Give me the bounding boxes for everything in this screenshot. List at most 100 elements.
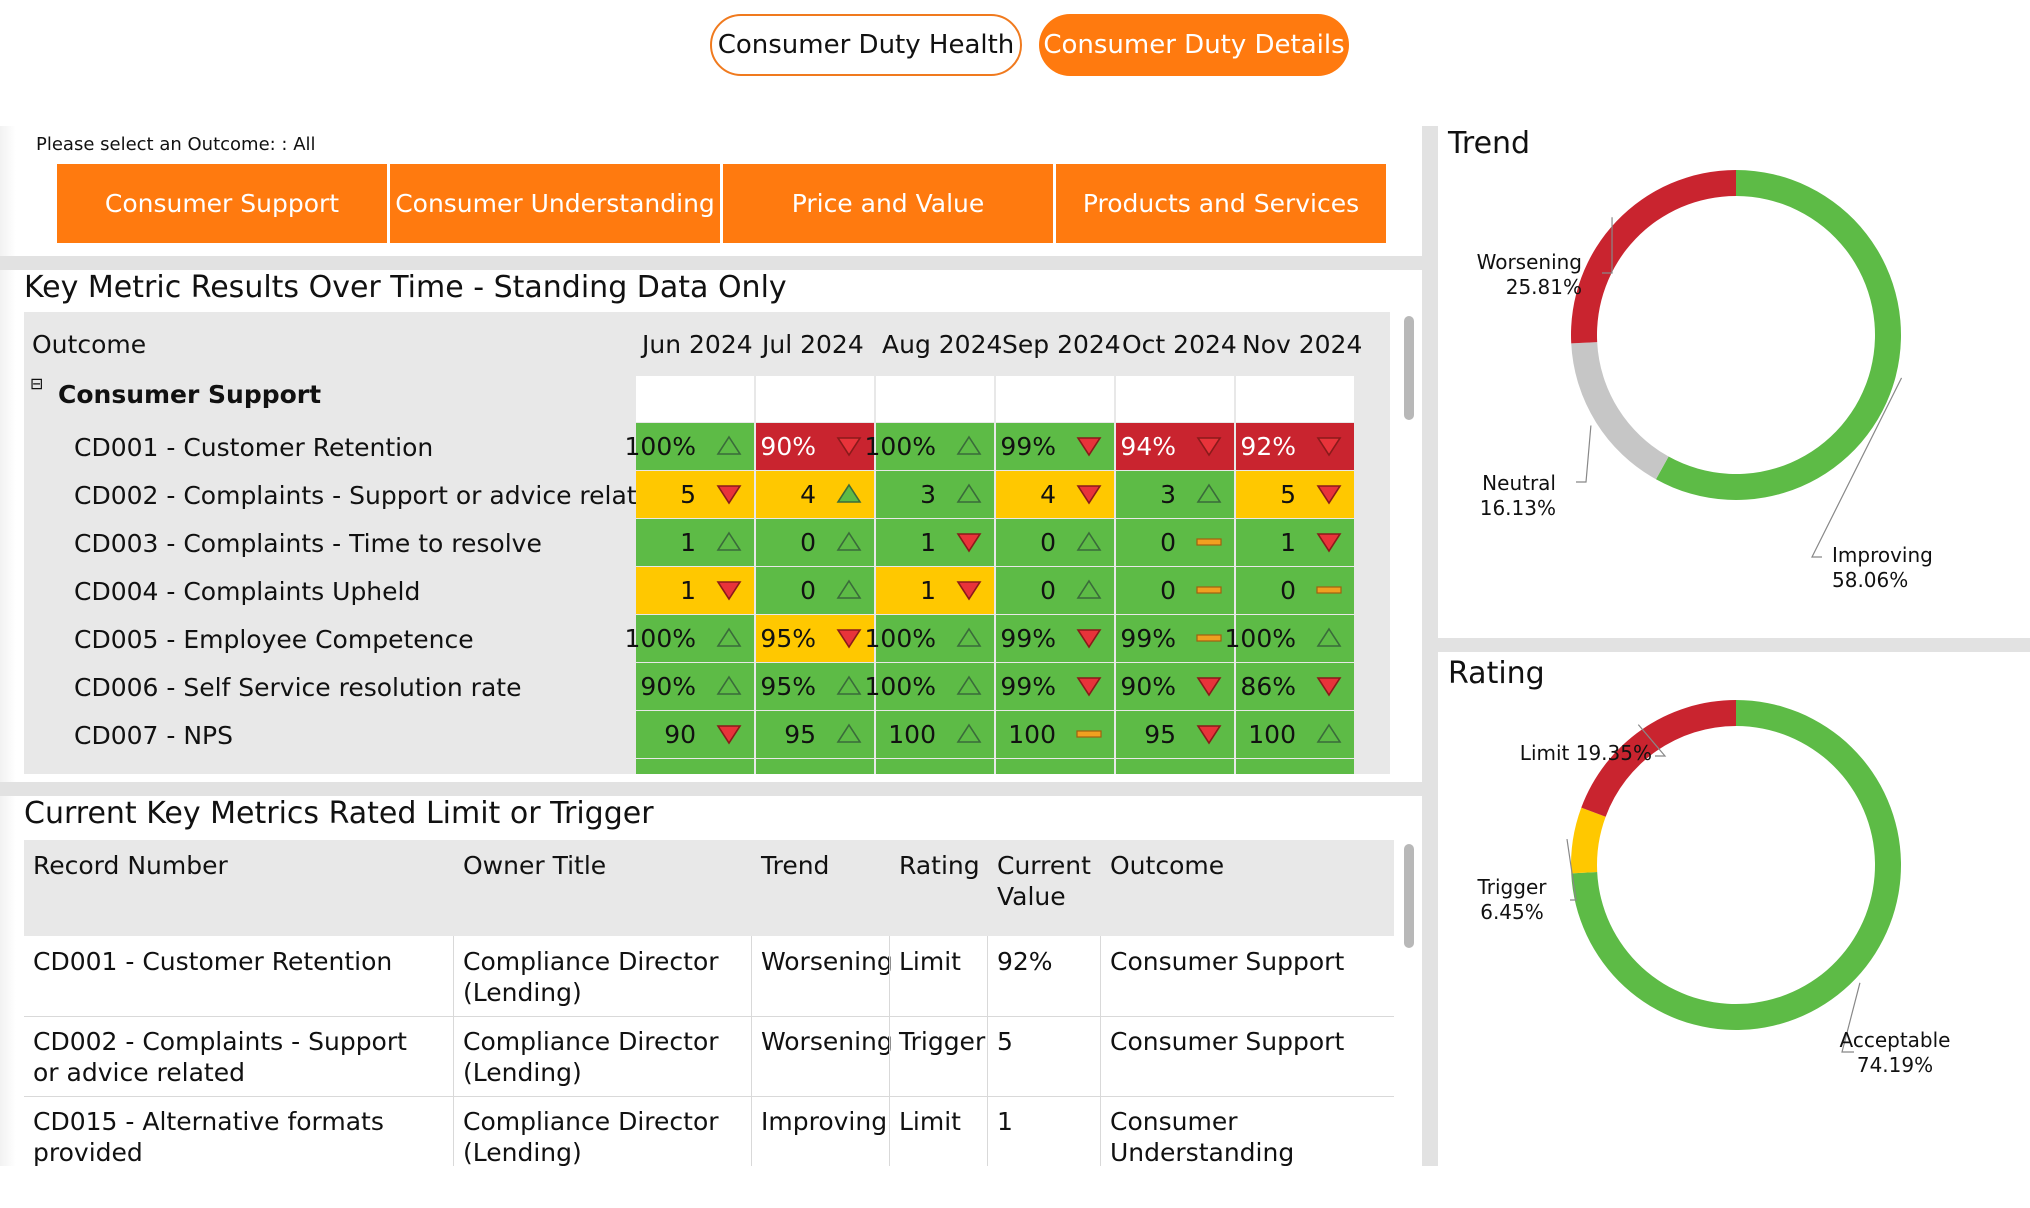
metric-cell[interactable]: 1 — [636, 567, 754, 614]
records-scrollbar[interactable] — [1404, 844, 1414, 948]
row-divider — [24, 1096, 1394, 1097]
column-header: Record Number — [33, 851, 228, 880]
metric-cell[interactable]: 90% — [1116, 663, 1234, 710]
group-row-cell — [1236, 376, 1354, 422]
metric-cell[interactable]: 95% — [756, 663, 874, 710]
column-header-month: Nov 2024 — [1242, 329, 1363, 359]
metric-cell[interactable]: 94% — [1116, 423, 1234, 470]
record-number[interactable]: CD001 - Customer Retention — [33, 947, 393, 976]
trend-up-icon — [956, 675, 982, 695]
metric-cell[interactable]: 0 — [1116, 567, 1234, 614]
metric-cell[interactable]: 4 — [756, 471, 874, 518]
trend-down-icon — [1316, 485, 1342, 505]
metric-cell[interactable]: 0 — [756, 519, 874, 566]
metric-cell[interactable]: 100% — [625, 615, 754, 662]
record-cell: Limit — [899, 1107, 961, 1136]
metric-cell[interactable]: 99% — [1116, 615, 1234, 662]
outcome-button-price-and-value[interactable]: Price and Value — [723, 164, 1053, 243]
metric-cell[interactable]: 1 — [1236, 519, 1354, 566]
metric-cell[interactable]: 4 — [996, 471, 1114, 518]
metric-cell[interactable]: 100% — [865, 663, 994, 710]
record-cell: Consumer Support — [1110, 947, 1345, 976]
donut-label: Limit 19.35% — [1520, 741, 1652, 765]
column-header: Rating — [899, 851, 980, 880]
metric-cell[interactable]: 1 — [876, 519, 994, 566]
metric-cell[interactable]: 100% — [1225, 615, 1354, 662]
metrics-table: Outcome Jun 2024 Jul 2024 Aug 2024 Sep 2024… — [24, 312, 1390, 774]
metric-cell[interactable]: 92% — [1236, 423, 1354, 470]
metric-cell[interactable]: 100% — [625, 423, 754, 470]
metric-value: 100% — [624, 624, 696, 653]
metric-cell-partial — [996, 759, 1114, 774]
record-cell: Improving — [761, 1107, 888, 1136]
metric-cell[interactable]: 95% — [756, 615, 874, 662]
metric-value: 3 — [1160, 480, 1176, 509]
metric-cell[interactable]: 100% — [865, 423, 994, 470]
donut-label: 25.81% — [1506, 275, 1582, 299]
trend-up-icon — [956, 435, 982, 455]
metric-value: 1 — [920, 528, 936, 557]
column-header-month: Jun 2024 — [642, 329, 753, 359]
label-leader-line — [1841, 982, 1861, 1053]
metric-cell[interactable]: 0 — [996, 519, 1114, 566]
record-cell: Trigger — [899, 1027, 986, 1056]
metric-cell[interactable]: 5 — [636, 471, 754, 518]
metric-row-label: CD006 - Self Service resolution rate — [74, 672, 522, 702]
metric-cell[interactable]: 1 — [876, 567, 994, 614]
metrics-scrollbar[interactable] — [1404, 316, 1414, 420]
trend-up-icon — [836, 723, 862, 743]
metric-value: 1 — [680, 576, 696, 605]
outcome-button-consumer-support[interactable]: Consumer Support — [57, 164, 387, 243]
tab-consumer-duty-health[interactable]: Consumer Duty Health — [710, 14, 1022, 76]
metric-cell[interactable]: 3 — [876, 471, 994, 518]
metric-value: 100% — [1224, 624, 1296, 653]
metric-cell[interactable]: 3 — [1116, 471, 1234, 518]
donut-slice-improving — [1655, 170, 1901, 500]
metric-cell[interactable]: 99% — [996, 615, 1114, 662]
metric-cell[interactable]: 99% — [996, 663, 1114, 710]
metric-value: 95 — [784, 720, 816, 749]
column-divider — [751, 936, 752, 1166]
trend-down-icon — [1196, 437, 1222, 457]
left-panel-shadow — [0, 126, 16, 1166]
record-cell: Limit — [899, 947, 961, 976]
metric-cell[interactable]: 90 — [636, 711, 754, 758]
outcome-button-products-and-services[interactable]: Products and Services — [1056, 164, 1386, 243]
trend-chart-title: Trend — [1448, 126, 1531, 161]
record-cell: Worsening — [761, 1027, 893, 1056]
metric-value: 86% — [1240, 672, 1296, 701]
trend-down-icon — [1076, 677, 1102, 697]
record-cell: 92% — [997, 947, 1053, 976]
trend-up-icon — [1076, 579, 1102, 599]
metric-cell[interactable]: 100% — [865, 615, 994, 662]
metric-cell[interactable]: 95 — [756, 711, 874, 758]
metric-cell[interactable]: 90% — [636, 663, 754, 710]
outcome-button-consumer-understanding[interactable]: Consumer Understanding — [390, 164, 720, 243]
group-row-cell — [636, 376, 754, 422]
group-row-cell — [1116, 376, 1234, 422]
metric-cell[interactable]: 0 — [756, 567, 874, 614]
metric-value: 1 — [680, 528, 696, 557]
metric-cell[interactable]: 0 — [1116, 519, 1234, 566]
metric-cell[interactable]: 86% — [1236, 663, 1354, 710]
metric-value: 90 — [664, 720, 696, 749]
record-number[interactable]: CD002 - Complaints - Support or advice r… — [33, 1027, 407, 1087]
metric-cell[interactable]: 99% — [996, 423, 1114, 470]
metric-cell[interactable]: 100 — [996, 711, 1114, 758]
metric-cell[interactable]: 90% — [756, 423, 874, 470]
metric-row-label: CD005 - Employee Competence — [74, 624, 474, 654]
record-number[interactable]: CD015 - Alternative formats provided — [33, 1107, 384, 1166]
metric-cell[interactable]: 0 — [1236, 567, 1354, 614]
donut-slice-worsening — [1571, 170, 1736, 344]
column-header-outcome: Outcome — [32, 329, 147, 359]
metric-value: 1 — [920, 576, 936, 605]
collapse-group-icon[interactable]: ⊟ — [30, 373, 44, 393]
metric-cell[interactable]: 1 — [636, 519, 754, 566]
metric-cell[interactable]: 0 — [996, 567, 1114, 614]
metric-cell[interactable]: 5 — [1236, 471, 1354, 518]
metric-value: 100% — [864, 672, 936, 701]
metric-cell[interactable]: 100 — [876, 711, 994, 758]
metric-cell[interactable]: 95 — [1116, 711, 1234, 758]
metric-cell[interactable]: 100 — [1236, 711, 1354, 758]
tab-consumer-duty-details[interactable]: Consumer Duty Details — [1039, 14, 1349, 76]
